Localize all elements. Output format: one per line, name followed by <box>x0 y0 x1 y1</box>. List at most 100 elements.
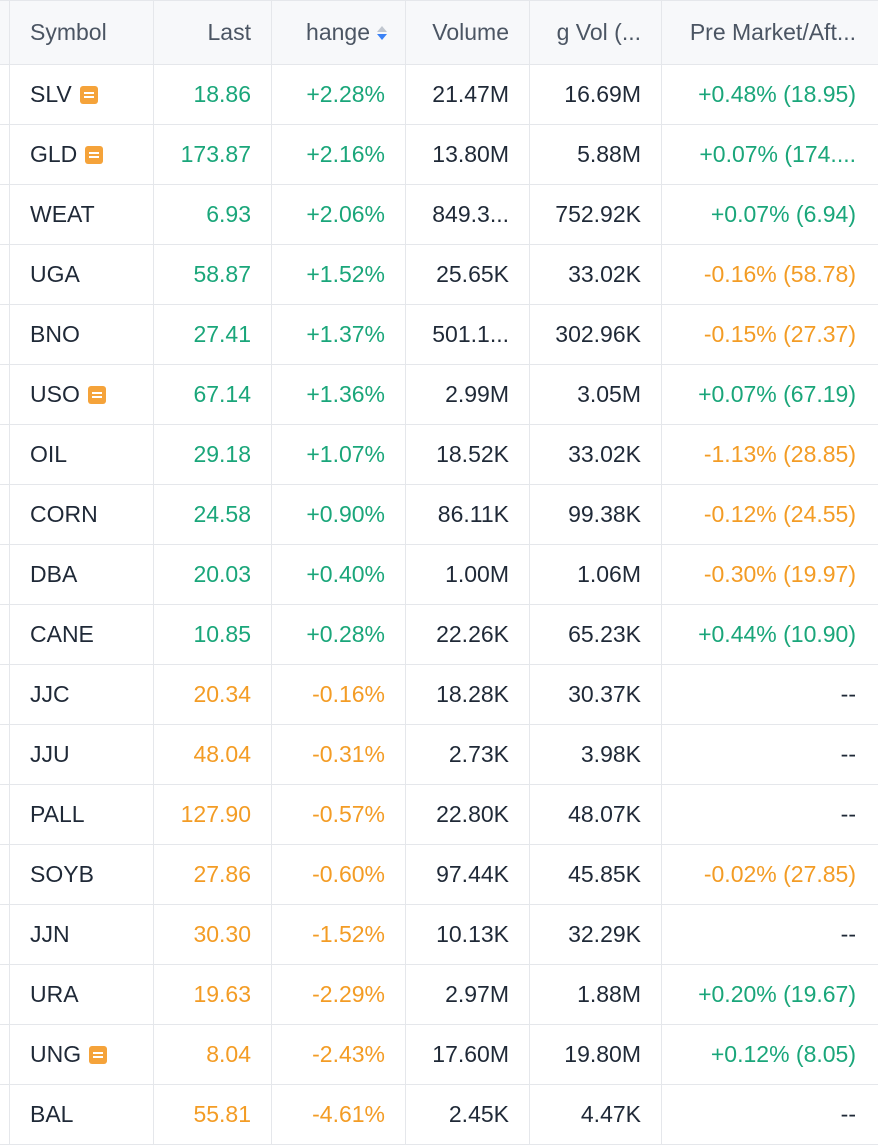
note-icon[interactable] <box>89 1045 108 1064</box>
symbol-text[interactable]: JJN <box>30 921 70 947</box>
table-body: SLV 18.86 +2.28% 21.47M 16.69M +0.48% (18.95)… <box>0 65 878 1145</box>
symbol-cell[interactable]: URA <box>10 965 154 1024</box>
table-row[interactable]: BAL 55.81 -4.61% 2.45K 4.47K -- <box>0 1085 878 1145</box>
table-row[interactable]: JJN 30.30 -1.52% 10.13K 32.29K -- <box>0 905 878 965</box>
symbol-text[interactable]: BNO <box>30 321 80 347</box>
volume: 2.99M <box>445 381 509 407</box>
note-icon[interactable] <box>87 385 106 404</box>
symbol-text[interactable]: CANE <box>30 621 94 647</box>
symbol-text[interactable]: USO <box>30 381 80 407</box>
table-row[interactable]: BNO 27.41 +1.37% 501.1... 302.96K -0.15% (27.… <box>0 305 878 365</box>
avg-volume: 5.88M <box>577 141 641 167</box>
table-row[interactable]: CORN 24.58 +0.90% 86.11K 99.38K -0.12% (24.55… <box>0 485 878 545</box>
last-price: 27.41 <box>193 321 251 347</box>
change-cell: +2.28% <box>272 65 406 124</box>
volume-cell: 10.13K <box>406 905 530 964</box>
volume: 22.80K <box>436 801 509 827</box>
symbol-text[interactable]: UNG <box>30 1041 82 1067</box>
symbol-cell[interactable]: BNO <box>10 305 154 364</box>
volume: 1.00M <box>445 561 509 587</box>
table-row[interactable]: USO 67.14 +1.36% 2.99M 3.05M +0.07% (67.19) <box>0 365 878 425</box>
column-header-avg-vol-label: g Vol (... <box>556 19 641 45</box>
symbol-text[interactable]: GLD <box>30 141 78 167</box>
column-header-symbol[interactable]: Symbol <box>10 1 154 64</box>
change-cell: -4.61% <box>272 1085 406 1144</box>
symbol-text[interactable]: DBA <box>30 561 78 587</box>
symbol-text[interactable]: JJU <box>30 741 70 767</box>
symbol-cell[interactable]: SOYB <box>10 845 154 904</box>
avg-volume: 45.85K <box>568 861 641 887</box>
table-row[interactable]: JJU 48.04 -0.31% 2.73K 3.98K -- <box>0 725 878 785</box>
last-price: 55.81 <box>193 1101 251 1127</box>
table-row[interactable]: UNG 8.04 -2.43% 17.60M 19.80M +0.12% (8.05) <box>0 1025 878 1085</box>
symbol-cell[interactable]: DBA <box>10 545 154 604</box>
symbol-cell[interactable]: CANE <box>10 605 154 664</box>
table-row[interactable]: WEAT 6.93 +2.06% 849.3... 752.92K +0.07% (6.9… <box>0 185 878 245</box>
symbol-text[interactable]: BAL <box>30 1101 74 1127</box>
symbol-text[interactable]: SOYB <box>30 861 94 887</box>
symbol-cell[interactable]: UGA <box>10 245 154 304</box>
symbol-text[interactable]: URA <box>30 981 79 1007</box>
symbol-text[interactable]: OIL <box>30 441 68 467</box>
pre-market-value: -0.16% (58.78) <box>703 261 856 287</box>
pre-market-cell: +0.48% (18.95) <box>662 65 878 124</box>
symbol-cell[interactable]: GLD <box>10 125 154 184</box>
change-cell: +2.06% <box>272 185 406 244</box>
symbol-cell[interactable]: UNG <box>10 1025 154 1084</box>
table-row[interactable]: JJC 20.34 -0.16% 18.28K 30.37K -- <box>0 665 878 725</box>
sort-descending-icon[interactable] <box>377 25 387 40</box>
column-header-change[interactable]: hange <box>272 1 406 64</box>
change-percent: -4.61% <box>312 1101 385 1127</box>
last-price-cell: 127.90 <box>154 785 272 844</box>
symbol-text[interactable]: SLV <box>30 81 72 107</box>
volume-cell: 501.1... <box>406 305 530 364</box>
table-row[interactable]: OIL 29.18 +1.07% 18.52K 33.02K -1.13% (28.85) <box>0 425 878 485</box>
symbol-cell[interactable]: JJN <box>10 905 154 964</box>
symbol-text[interactable]: WEAT <box>30 201 95 227</box>
table-row[interactable]: PALL 127.90 -0.57% 22.80K 48.07K -- <box>0 785 878 845</box>
symbol-cell[interactable]: WEAT <box>10 185 154 244</box>
note-icon[interactable] <box>85 145 104 164</box>
table-row[interactable]: UGA 58.87 +1.52% 25.65K 33.02K -0.16% (58.78) <box>0 245 878 305</box>
symbol-text[interactable]: JJC <box>30 681 70 707</box>
symbol-cell[interactable]: PALL <box>10 785 154 844</box>
change-percent: +2.06% <box>306 201 385 227</box>
table-row[interactable]: CANE 10.85 +0.28% 22.26K 65.23K +0.44% (10.90… <box>0 605 878 665</box>
table-row[interactable]: DBA 20.03 +0.40% 1.00M 1.06M -0.30% (19.97) <box>0 545 878 605</box>
column-header-volume[interactable]: Volume <box>406 1 530 64</box>
table-row[interactable]: GLD 173.87 +2.16% 13.80M 5.88M +0.07% (174...… <box>0 125 878 185</box>
symbol-text[interactable]: CORN <box>30 501 98 527</box>
symbol-text[interactable]: UGA <box>30 261 80 287</box>
pre-market-value: -0.30% (19.97) <box>703 561 856 587</box>
table-row[interactable]: SLV 18.86 +2.28% 21.47M 16.69M +0.48% (18.95) <box>0 65 878 125</box>
symbol-cell[interactable]: JJC <box>10 665 154 724</box>
table-row[interactable]: SOYB 27.86 -0.60% 97.44K 45.85K -0.02% (27.85… <box>0 845 878 905</box>
row-gutter <box>0 545 10 604</box>
symbol-cell[interactable]: JJU <box>10 725 154 784</box>
last-price-cell: 8.04 <box>154 1025 272 1084</box>
symbol-cell[interactable]: SLV <box>10 65 154 124</box>
row-gutter <box>0 1085 10 1144</box>
symbol-cell[interactable]: CORN <box>10 485 154 544</box>
volume-cell: 22.26K <box>406 605 530 664</box>
avg-volume-cell: 33.02K <box>530 425 662 484</box>
column-header-avg-vol[interactable]: g Vol (... <box>530 1 662 64</box>
volume: 849.3... <box>432 201 509 227</box>
note-icon[interactable] <box>79 85 98 104</box>
avg-volume: 302.96K <box>555 321 641 347</box>
change-percent: +1.07% <box>306 441 385 467</box>
symbol-text[interactable]: PALL <box>30 801 85 827</box>
last-price-cell: 27.86 <box>154 845 272 904</box>
avg-volume-cell: 1.06M <box>530 545 662 604</box>
symbol-cell[interactable]: USO <box>10 365 154 424</box>
volume: 13.80M <box>432 141 509 167</box>
pre-market-value: -- <box>840 801 856 827</box>
table-row[interactable]: URA 19.63 -2.29% 2.97M 1.88M +0.20% (19.67) <box>0 965 878 1025</box>
column-header-last[interactable]: Last <box>154 1 272 64</box>
symbol-cell[interactable]: OIL <box>10 425 154 484</box>
change-percent: +1.37% <box>306 321 385 347</box>
column-header-pre-market[interactable]: Pre Market/Aft... <box>662 1 878 64</box>
volume-cell: 22.80K <box>406 785 530 844</box>
change-cell: -0.16% <box>272 665 406 724</box>
symbol-cell[interactable]: BAL <box>10 1085 154 1144</box>
